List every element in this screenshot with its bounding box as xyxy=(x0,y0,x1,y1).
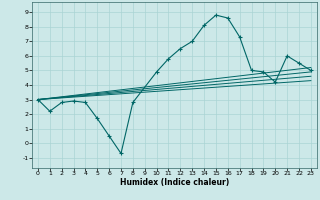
X-axis label: Humidex (Indice chaleur): Humidex (Indice chaleur) xyxy=(120,178,229,187)
